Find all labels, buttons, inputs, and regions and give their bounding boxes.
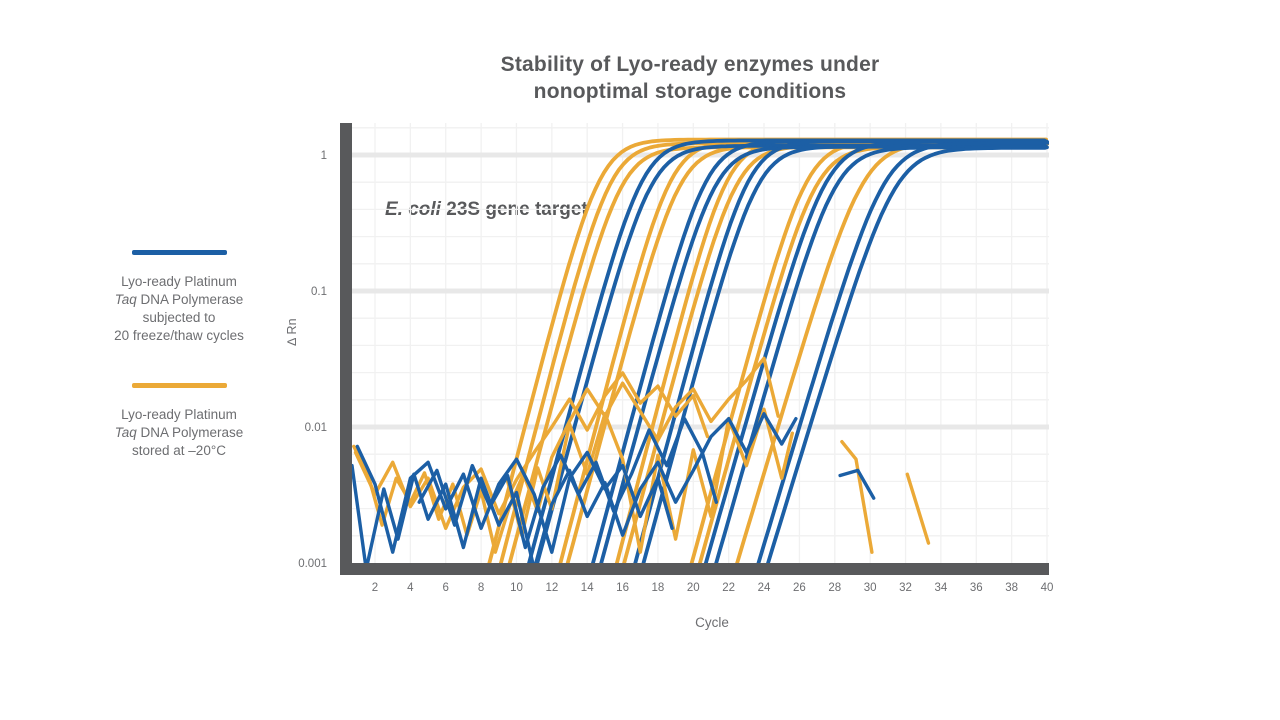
- legend-entry-freeze-thaw: Lyo-ready Platinum Taq DNA Polymerase subj…: [96, 250, 262, 345]
- amplification-curve-blue: [714, 145, 1049, 563]
- y-tick-label: 0.01: [305, 422, 327, 434]
- noise-trace-blue: [417, 417, 718, 550]
- amplification-curve-yellow: [697, 144, 1048, 563]
- x-tick-label: 10: [510, 582, 523, 594]
- amplification-curve-blue: [756, 140, 1049, 563]
- x-tick-label: 38: [1005, 582, 1018, 594]
- legend-label-line: Taq DNA Polymerase: [114, 425, 244, 440]
- x-tick-label: 2: [372, 582, 378, 594]
- plot-series-group: [352, 137, 1049, 563]
- legend-label-freeze-thaw: Lyo-ready Platinum Taq DNA Polymerase subj…: [96, 273, 262, 345]
- x-axis-title: Cycle: [695, 615, 729, 630]
- amplification-curve-blue: [633, 139, 1047, 563]
- chart-title-line1: Stability of Lyo-ready enzymes under: [500, 53, 880, 76]
- legend-swatch-blue-line: [131, 250, 227, 255]
- y-tick-label: 0.1: [311, 286, 327, 298]
- noise-trace-yellow: [505, 407, 794, 554]
- x-tick-label: 18: [652, 582, 665, 594]
- legend-label-line: stored at –20°C: [132, 443, 226, 458]
- noise-trace-blue: [352, 412, 798, 563]
- x-tick-label: 14: [581, 582, 594, 594]
- x-tick-label: 36: [970, 582, 983, 594]
- legend-label-line: subjected to: [142, 310, 216, 325]
- legend-label-line: Lyo-ready Platinum: [121, 407, 237, 422]
- x-tick-label: 20: [687, 582, 700, 594]
- x-tick-label: 40: [1041, 582, 1054, 594]
- noise-trace-yellow: [353, 371, 710, 530]
- x-tick-label: 34: [934, 582, 947, 594]
- x-tick-label: 26: [793, 582, 806, 594]
- legend-label-line: Lyo-ready Platinum: [121, 274, 237, 289]
- x-tick-label: 12: [545, 582, 558, 594]
- amplification-curve-blue: [766, 145, 1048, 563]
- amplification-curve-yellow: [689, 139, 1048, 563]
- y-tick-label: 1: [321, 150, 327, 162]
- legend-label-stored-minus20: Lyo-ready Platinum Taq DNA Polymerase stor…: [96, 406, 262, 460]
- x-axis-bar: [340, 563, 1049, 575]
- y-axis-bar: [340, 123, 352, 575]
- y-tick-label: 0.001: [298, 558, 327, 570]
- chart-title-line2: nonoptimal storage conditions: [533, 80, 847, 103]
- x-tick-label: 16: [616, 582, 629, 594]
- x-tick-label: 32: [899, 582, 912, 594]
- y-axis-title: ∆ Rn: [285, 318, 299, 345]
- noise-trace-yellow: [905, 472, 931, 545]
- x-tick-label: 24: [758, 582, 771, 594]
- legend-swatch-yellow-line: [131, 383, 227, 388]
- amplification-curve-blue: [527, 138, 1047, 563]
- noise-trace-blue: [838, 468, 876, 500]
- legend-label-line: Taq DNA Polymerase: [114, 292, 244, 307]
- noise-trace-yellow: [840, 440, 874, 554]
- legend: Lyo-ready Platinum Taq DNA Polymerase subj…: [96, 250, 262, 498]
- legend-entry-stored-minus20: Lyo-ready Platinum Taq DNA Polymerase stor…: [96, 383, 262, 460]
- legend-label-line: 20 freeze/thaw cycles: [114, 328, 244, 343]
- x-tick-label: 28: [828, 582, 841, 594]
- x-tick-label: 4: [407, 582, 414, 594]
- x-tick-label: 8: [478, 582, 484, 594]
- x-tick-label: 30: [864, 582, 877, 594]
- x-tick-label: 22: [722, 582, 735, 594]
- noise-trace-blue: [355, 444, 674, 554]
- x-tick-label: 6: [443, 582, 449, 594]
- chart-title: Stability of Lyo-ready enzymes under non…: [300, 51, 1080, 105]
